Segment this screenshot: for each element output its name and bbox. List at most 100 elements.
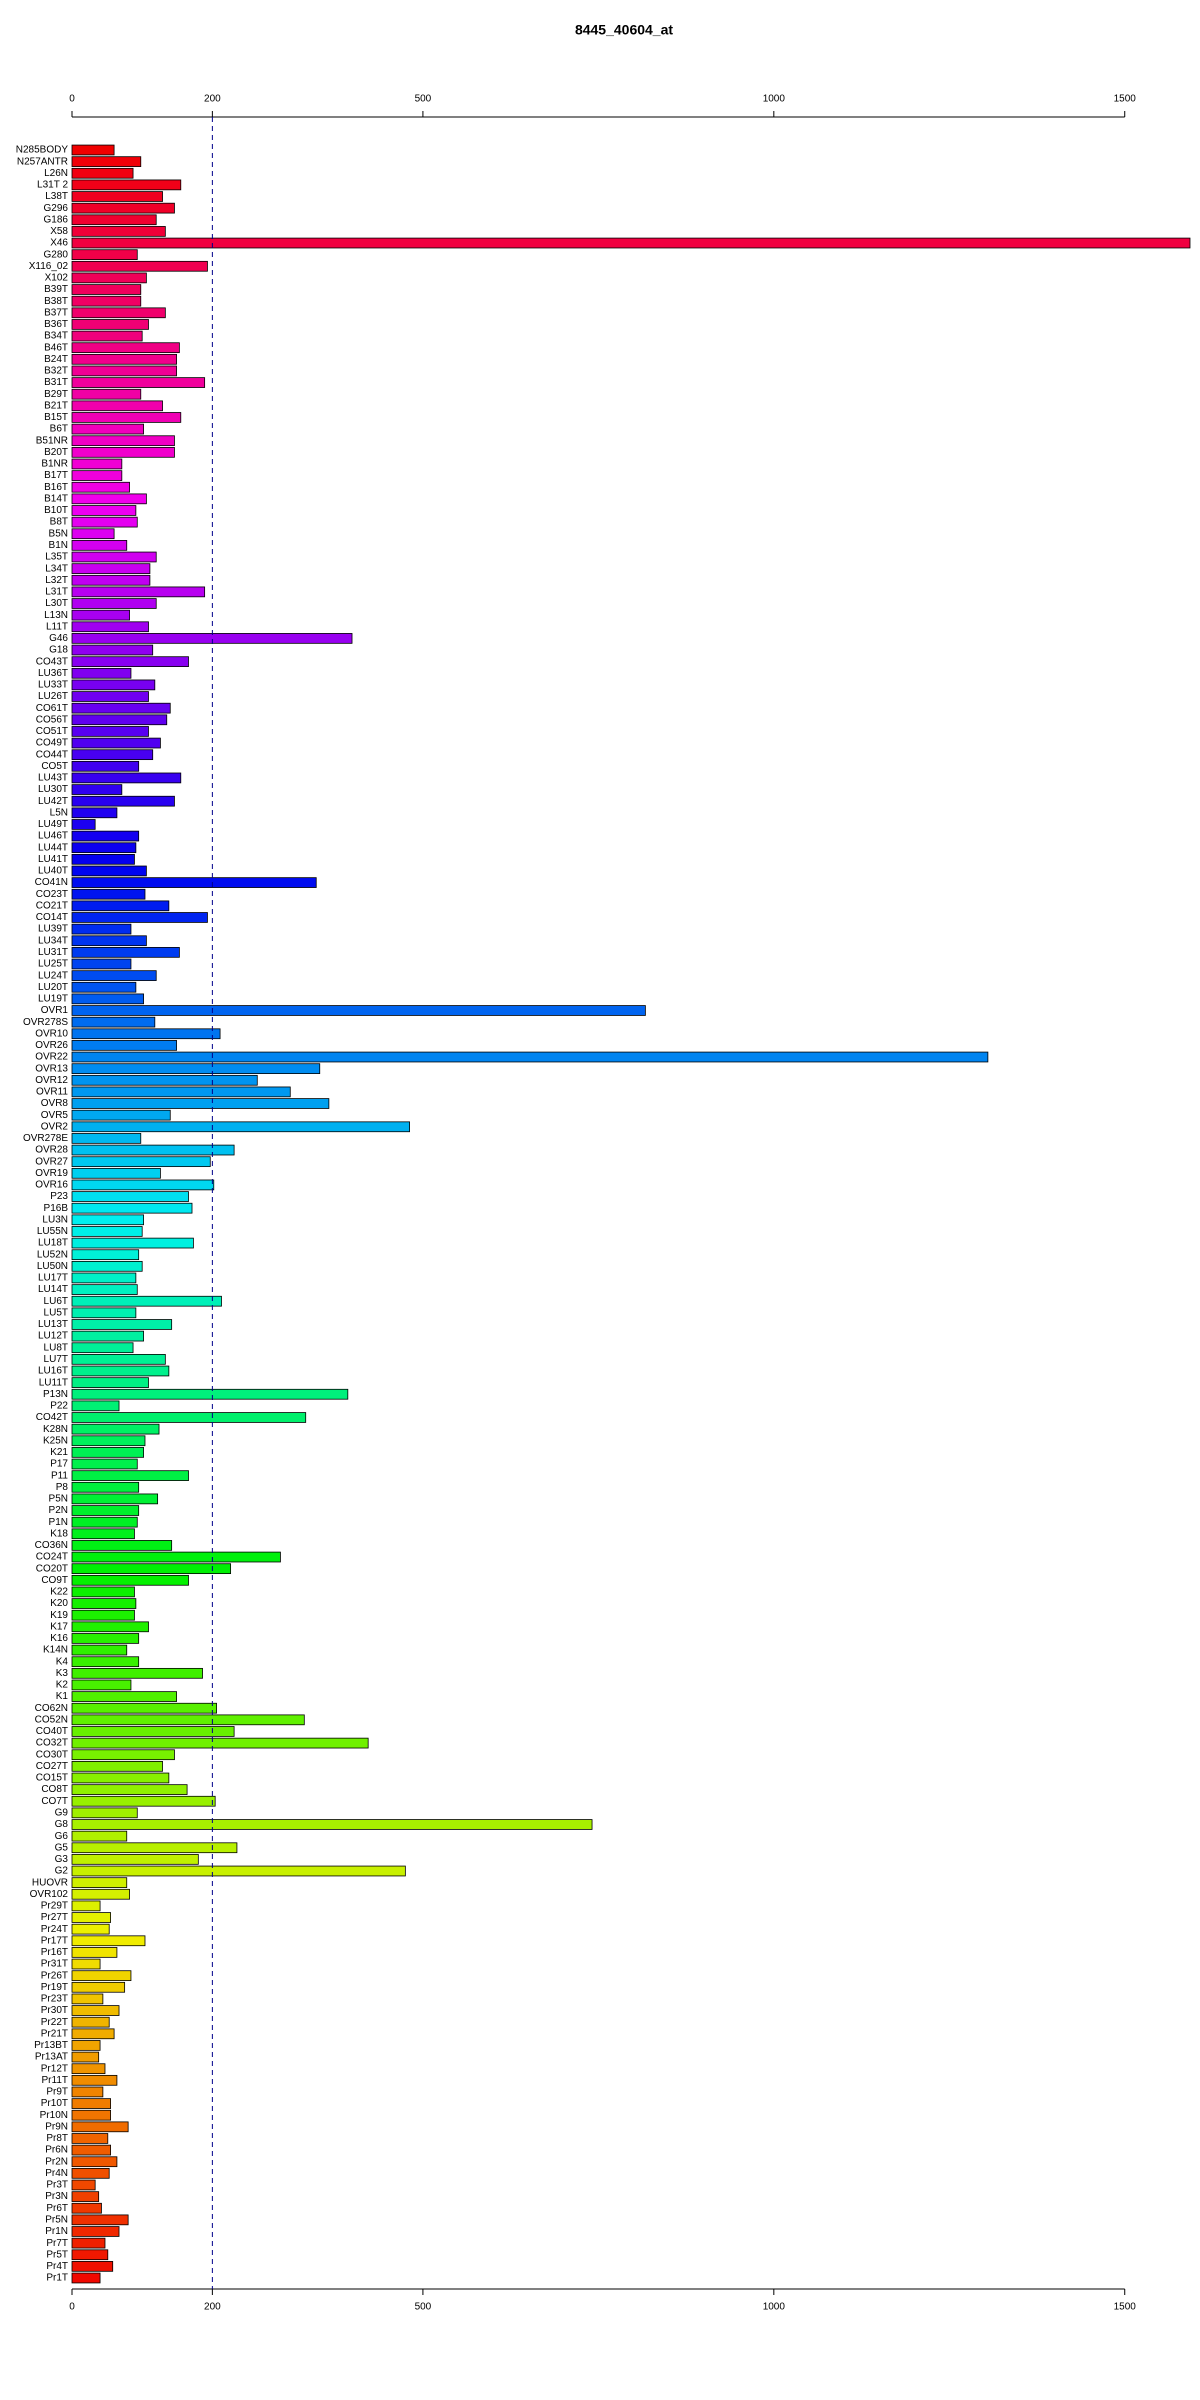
bar [71, 1284, 138, 1295]
y-tick-label: LU39T [38, 924, 68, 935]
y-tick-label: Pr1N [45, 2226, 68, 2237]
y-tick-label: CO30T [36, 1749, 68, 1760]
bar [71, 191, 163, 202]
y-tick-label: CO51T [36, 726, 68, 737]
bar [71, 1667, 203, 1679]
x-tick-label: 1500 [1114, 2302, 1137, 2313]
y-tick-label: B29T [44, 389, 68, 400]
y-tick-label: Pr22T [41, 2017, 68, 2028]
bar [71, 1702, 217, 1714]
bar [71, 1260, 143, 1272]
y-tick-label: K14N [43, 1645, 68, 1656]
bar [71, 493, 147, 505]
y-tick-label: Pr9T [46, 2087, 68, 2098]
bar [71, 1388, 349, 1400]
y-tick-label: OVR10 [35, 1028, 68, 1039]
bar [71, 714, 168, 726]
bar [71, 2214, 129, 2226]
bar [71, 2109, 112, 2121]
y-tick-label: OVR278S [23, 1017, 68, 1028]
y-tick-label: B15T [44, 412, 68, 423]
x-tick-label: 0 [69, 2302, 75, 2313]
bar [71, 1784, 188, 1795]
bar [71, 1551, 281, 1563]
bar [71, 528, 115, 540]
bar [71, 423, 144, 435]
bar [71, 958, 132, 970]
bar [71, 1040, 177, 1051]
bar [71, 1574, 189, 1586]
bar [71, 1051, 989, 1063]
bar [71, 1609, 135, 1621]
y-tick-label: L31T [45, 587, 68, 598]
y-tick-label: Pr17T [41, 1935, 68, 1946]
bar [71, 353, 177, 365]
y-tick-label: G2 [55, 1866, 69, 1877]
bar [71, 1400, 120, 1412]
y-tick-label: LU14T [38, 1284, 68, 1295]
bar [71, 2168, 110, 2179]
bar [71, 400, 163, 412]
bar [71, 1540, 173, 1551]
y-tick-label: CO41N [35, 877, 68, 888]
bar [71, 772, 182, 784]
y-tick-label: Pr8T [46, 2133, 68, 2144]
y-tick-label: OVR5 [41, 1110, 69, 1121]
bar [71, 1226, 143, 1237]
bar [71, 760, 140, 772]
bar [71, 2098, 112, 2109]
y-tick-label: L31T 2 [37, 180, 68, 191]
y-tick-label: K4 [56, 1656, 69, 1667]
y-tick-label: OVR27 [35, 1156, 68, 1167]
bar [71, 784, 123, 795]
y-tick-label: L26N [44, 168, 68, 179]
y-tick-label: LU49T [38, 819, 68, 830]
y-tick-label: LU13T [38, 1319, 68, 1330]
y-tick-label: Pr3N [45, 2191, 68, 2202]
y-tick-label: LU52N [37, 1249, 68, 1260]
y-tick-label: X102 [45, 273, 69, 284]
y-tick-label: K19 [50, 1610, 68, 1621]
y-tick-label: LU55N [37, 1226, 68, 1237]
bar [71, 947, 180, 958]
bar [71, 1435, 146, 1447]
y-tick-label: B21T [44, 400, 68, 411]
y-tick-label: CO56T [36, 714, 68, 725]
bar [71, 2226, 120, 2237]
y-tick-label: B38T [44, 296, 68, 307]
y-tick-label: P2N [49, 1505, 68, 1516]
bar [71, 1737, 369, 1749]
y-tick-label: G6 [55, 1831, 69, 1842]
y-tick-label: Pr2N [45, 2156, 68, 2167]
bar [71, 1354, 166, 1365]
bar [71, 819, 96, 830]
bar [71, 586, 206, 598]
y-tick-label: B20T [44, 447, 68, 458]
y-tick-label: G8 [55, 1819, 69, 1830]
y-tick-label: B24T [44, 354, 68, 365]
y-tick-label: LU17T [38, 1273, 68, 1284]
y-tick-label: CO20T [36, 1563, 68, 1574]
y-tick-label: LU5T [44, 1307, 68, 1318]
y-tick-label: CO8T [41, 1784, 68, 1795]
y-tick-label: OVR1 [41, 1005, 69, 1016]
bar [71, 737, 161, 749]
y-tick-label: CO40T [36, 1726, 68, 1737]
y-tick-label: L38T [45, 191, 68, 202]
bar [71, 842, 137, 854]
y-tick-label: Pr5N [45, 2214, 68, 2225]
y-tick-label: LU3N [42, 1214, 68, 1225]
y-tick-label: B31T [44, 377, 68, 388]
y-tick-label: CO15T [36, 1773, 68, 1784]
y-tick-label: L34T [45, 563, 68, 574]
y-tick-label: K1 [56, 1691, 69, 1702]
y-tick-label: G3 [55, 1854, 69, 1865]
bar [71, 307, 166, 319]
y-tick-label: OVR11 [36, 1087, 68, 1098]
y-tick-label: CO61T [36, 703, 68, 714]
bar [71, 1981, 126, 1993]
bar [71, 1481, 140, 1493]
x-tick-label: 200 [204, 94, 221, 105]
bar [71, 1505, 140, 1516]
bar [71, 563, 151, 574]
